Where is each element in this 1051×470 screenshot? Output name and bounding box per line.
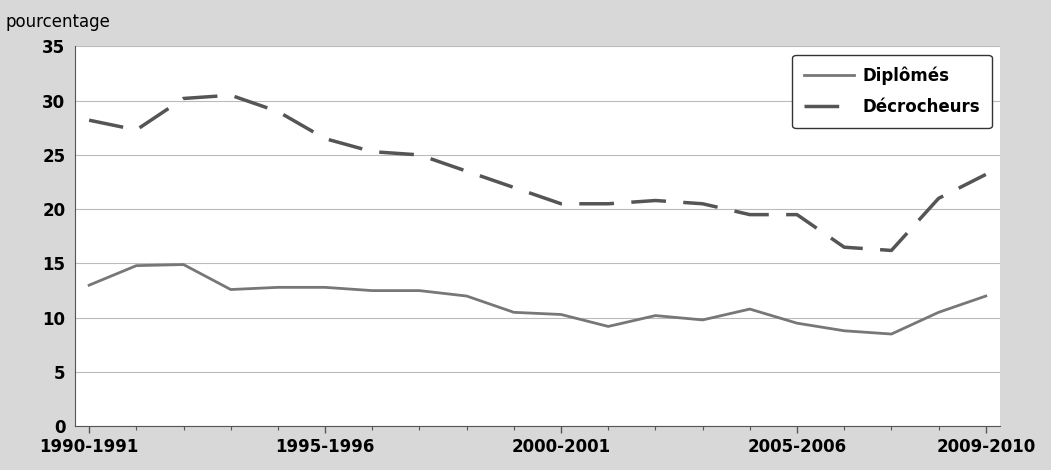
Décrocheurs (602, 201, 615, 207)
Décrocheurs (225, 93, 238, 98)
Diplômés (178, 262, 190, 267)
Décrocheurs (366, 149, 378, 155)
Décrocheurs (413, 152, 426, 158)
Diplômés (838, 328, 850, 334)
Diplômés (130, 263, 143, 268)
Diplômés (508, 310, 520, 315)
Legend: Diplômés, Décrocheurs: Diplômés, Décrocheurs (792, 55, 992, 128)
Diplômés (413, 288, 426, 293)
Diplômés (318, 284, 331, 290)
Diplômés (790, 321, 803, 326)
Décrocheurs (318, 136, 331, 141)
Diplômés (602, 324, 615, 329)
Décrocheurs (508, 185, 520, 190)
Diplômés (271, 284, 284, 290)
Décrocheurs (697, 201, 709, 207)
Line: Décrocheurs: Décrocheurs (89, 95, 986, 251)
Diplômés (980, 293, 992, 299)
Décrocheurs (838, 244, 850, 250)
Diplômés (932, 310, 945, 315)
Diplômés (83, 282, 96, 288)
Décrocheurs (790, 212, 803, 218)
Text: pourcentage: pourcentage (5, 13, 110, 31)
Décrocheurs (932, 196, 945, 201)
Décrocheurs (130, 127, 143, 133)
Décrocheurs (178, 96, 190, 102)
Diplômés (555, 312, 568, 317)
Diplômés (366, 288, 378, 293)
Diplômés (460, 293, 473, 299)
Décrocheurs (743, 212, 756, 218)
Diplômés (225, 287, 238, 292)
Décrocheurs (83, 118, 96, 123)
Diplômés (885, 331, 898, 337)
Line: Diplômés: Diplômés (89, 265, 986, 334)
Décrocheurs (650, 198, 662, 204)
Diplômés (650, 313, 662, 318)
Diplômés (743, 306, 756, 312)
Décrocheurs (885, 248, 898, 253)
Décrocheurs (271, 109, 284, 114)
Décrocheurs (460, 168, 473, 174)
Décrocheurs (555, 201, 568, 207)
Décrocheurs (980, 172, 992, 177)
Diplômés (697, 317, 709, 323)
